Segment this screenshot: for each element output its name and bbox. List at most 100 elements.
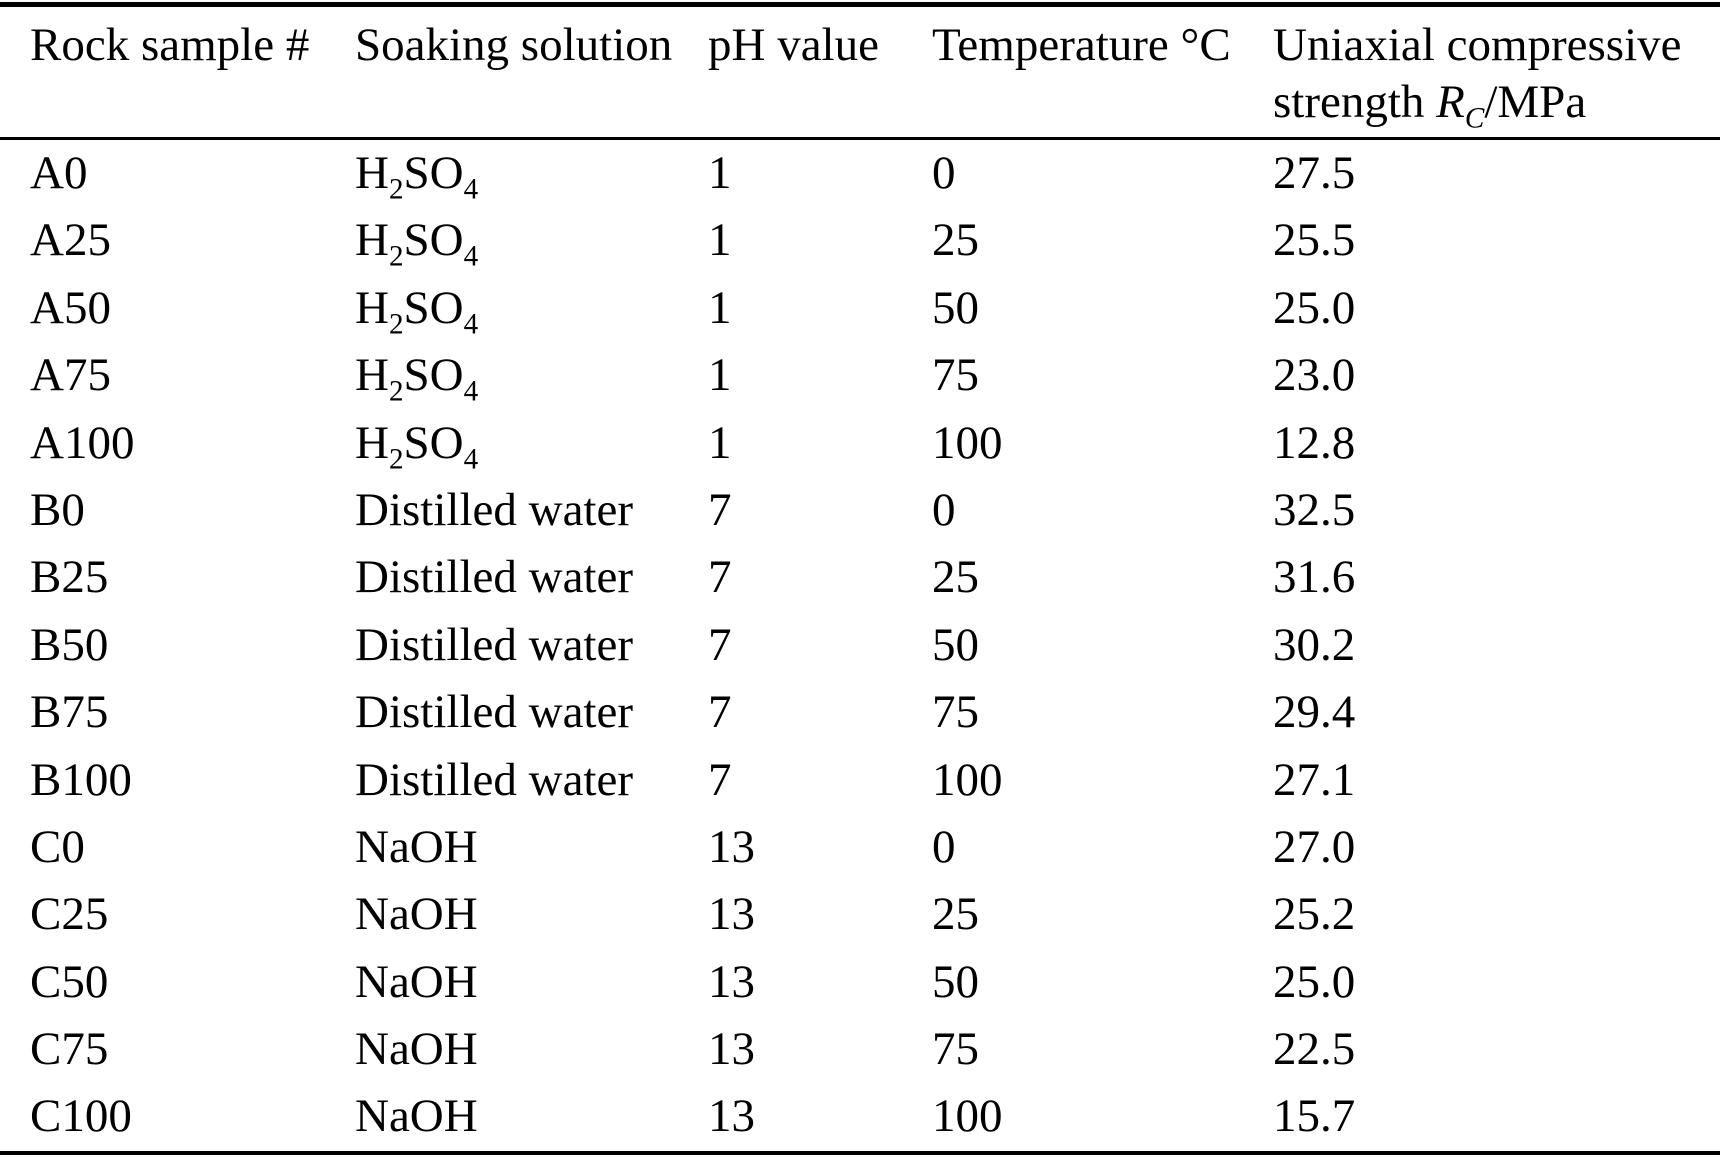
table-row: C25 NaOH 13 25 25.2 xyxy=(0,881,1720,948)
cell-solution: H2SO4 xyxy=(355,214,479,273)
table-row: A0 H2SO4 1 0 27.5 xyxy=(0,140,1720,207)
cell-temp: 100 xyxy=(932,416,1003,469)
cell-ph: 7 xyxy=(708,483,732,536)
table-row: A25 H2SO4 1 25 25.5 xyxy=(0,207,1720,274)
cell-solution: H2SO4 xyxy=(355,349,479,408)
cell-ph: 7 xyxy=(708,618,732,671)
cell-temp: 100 xyxy=(932,753,1003,806)
cell-strength: 27.0 xyxy=(1273,820,1356,873)
cell-sample: B50 xyxy=(30,618,109,671)
table-row: C100 NaOH 13 100 15.7 xyxy=(0,1083,1720,1150)
cell-temp: 50 xyxy=(932,955,979,1008)
cell-strength: 31.6 xyxy=(1273,551,1356,604)
cell-ph: 13 xyxy=(708,820,755,873)
header-temperature: Temperature °C xyxy=(932,19,1231,71)
cell-solution: NaOH xyxy=(355,1023,478,1076)
cell-strength: 27.5 xyxy=(1273,147,1356,199)
cell-sample: B100 xyxy=(30,753,132,806)
cell-strength: 25.2 xyxy=(1273,888,1356,941)
table-header: Rock sample # Soaking solution pH value … xyxy=(0,7,1720,140)
cell-solution: Distilled water xyxy=(355,551,634,604)
table-row: C0 NaOH 13 0 27.0 xyxy=(0,814,1720,881)
cell-strength: 30.2 xyxy=(1273,618,1356,671)
cell-solution: NaOH xyxy=(355,955,478,1008)
cell-strength: 29.4 xyxy=(1273,686,1356,739)
table-row: A50 H2SO4 1 50 25.0 xyxy=(0,275,1720,342)
cell-sample: C0 xyxy=(30,820,85,873)
cell-solution: NaOH xyxy=(355,820,478,873)
cell-ph: 1 xyxy=(708,281,732,334)
cell-sample: C100 xyxy=(30,1090,132,1143)
cell-ph: 13 xyxy=(708,888,755,941)
table-row: B25 Distilled water 7 25 31.6 xyxy=(0,544,1720,611)
cell-strength: 22.5 xyxy=(1273,1023,1356,1076)
cell-temp: 0 xyxy=(932,147,956,199)
cell-temp: 25 xyxy=(932,214,979,267)
header-strength-line1: Uniaxial compressive xyxy=(1273,19,1682,71)
cell-ph: 13 xyxy=(708,1023,755,1076)
cell-solution: Distilled water xyxy=(355,483,634,536)
cell-sample: A0 xyxy=(30,147,88,199)
cell-strength: 25.0 xyxy=(1273,281,1356,334)
cell-temp: 50 xyxy=(932,281,979,334)
cell-solution: NaOH xyxy=(355,1090,478,1143)
cell-ph: 7 xyxy=(708,551,732,604)
cell-solution: NaOH xyxy=(355,888,478,941)
cell-temp: 0 xyxy=(932,483,956,536)
cell-ph: 1 xyxy=(708,214,732,267)
header-ph-value: pH value xyxy=(708,19,879,71)
cell-strength: 25.5 xyxy=(1273,214,1356,267)
cell-ph: 13 xyxy=(708,955,755,1008)
cell-sample: A100 xyxy=(30,416,135,469)
cell-sample: B25 xyxy=(30,551,109,604)
cell-temp: 75 xyxy=(932,1023,979,1076)
cell-sample: A50 xyxy=(30,281,111,334)
table-row: B75 Distilled water 7 75 29.4 xyxy=(0,679,1720,746)
cell-solution: Distilled water xyxy=(355,618,634,671)
cell-ph: 7 xyxy=(708,753,732,806)
cell-sample: A75 xyxy=(30,349,111,402)
cell-temp: 25 xyxy=(932,888,979,941)
cell-temp: 100 xyxy=(932,1090,1003,1143)
header-strength-line2: strength RC/MPa xyxy=(1273,76,1587,135)
cell-sample: C75 xyxy=(30,1023,109,1076)
cell-strength: 32.5 xyxy=(1273,483,1356,536)
header-soaking-solution: Soaking solution xyxy=(355,19,673,71)
header-row: Rock sample # Soaking solution pH value … xyxy=(0,17,1720,135)
header-strength: Uniaxial compressive strength RC/MPa xyxy=(1273,17,1720,135)
cell-strength: 12.8 xyxy=(1273,416,1356,469)
cell-strength: 23.0 xyxy=(1273,349,1356,402)
cell-temp: 75 xyxy=(932,686,979,739)
cell-temp: 50 xyxy=(932,618,979,671)
cell-sample: B0 xyxy=(30,483,85,536)
cell-sample: A25 xyxy=(30,214,111,267)
cell-sample: B75 xyxy=(30,686,109,739)
cell-ph: 1 xyxy=(708,147,732,199)
table-row: B100 Distilled water 7 100 27.1 xyxy=(0,747,1720,814)
cell-solution: H2SO4 xyxy=(355,416,479,475)
cell-temp: 25 xyxy=(932,551,979,604)
cell-ph: 7 xyxy=(708,686,732,739)
cell-strength: 27.1 xyxy=(1273,753,1356,806)
table-row: C75 NaOH 13 75 22.5 xyxy=(0,1016,1720,1083)
cell-ph: 1 xyxy=(708,416,732,469)
table-body: A0 H2SO4 1 0 27.5 A25 H2SO4 1 25 25.5 A5… xyxy=(0,140,1720,1151)
cell-temp: 75 xyxy=(932,349,979,402)
table-row: A100 H2SO4 1 100 12.8 xyxy=(0,410,1720,477)
header-rock-sample: Rock sample # xyxy=(30,19,310,71)
table-row: B50 Distilled water 7 50 30.2 xyxy=(0,612,1720,679)
cell-solution: Distilled water xyxy=(355,753,634,806)
cell-ph: 1 xyxy=(708,349,732,402)
cell-sample: C50 xyxy=(30,955,109,1008)
cell-strength: 15.7 xyxy=(1273,1090,1356,1143)
table-row: A75 H2SO4 1 75 23.0 xyxy=(0,342,1720,409)
cell-solution: Distilled water xyxy=(355,686,634,739)
cell-temp: 0 xyxy=(932,820,956,873)
cell-solution: H2SO4 xyxy=(355,281,479,341)
table-row: C50 NaOH 13 50 25.0 xyxy=(0,949,1720,1016)
cell-solution: H2SO4 xyxy=(355,147,479,206)
table-row: B0 Distilled water 7 0 32.5 xyxy=(0,477,1720,544)
cell-sample: C25 xyxy=(30,888,109,941)
